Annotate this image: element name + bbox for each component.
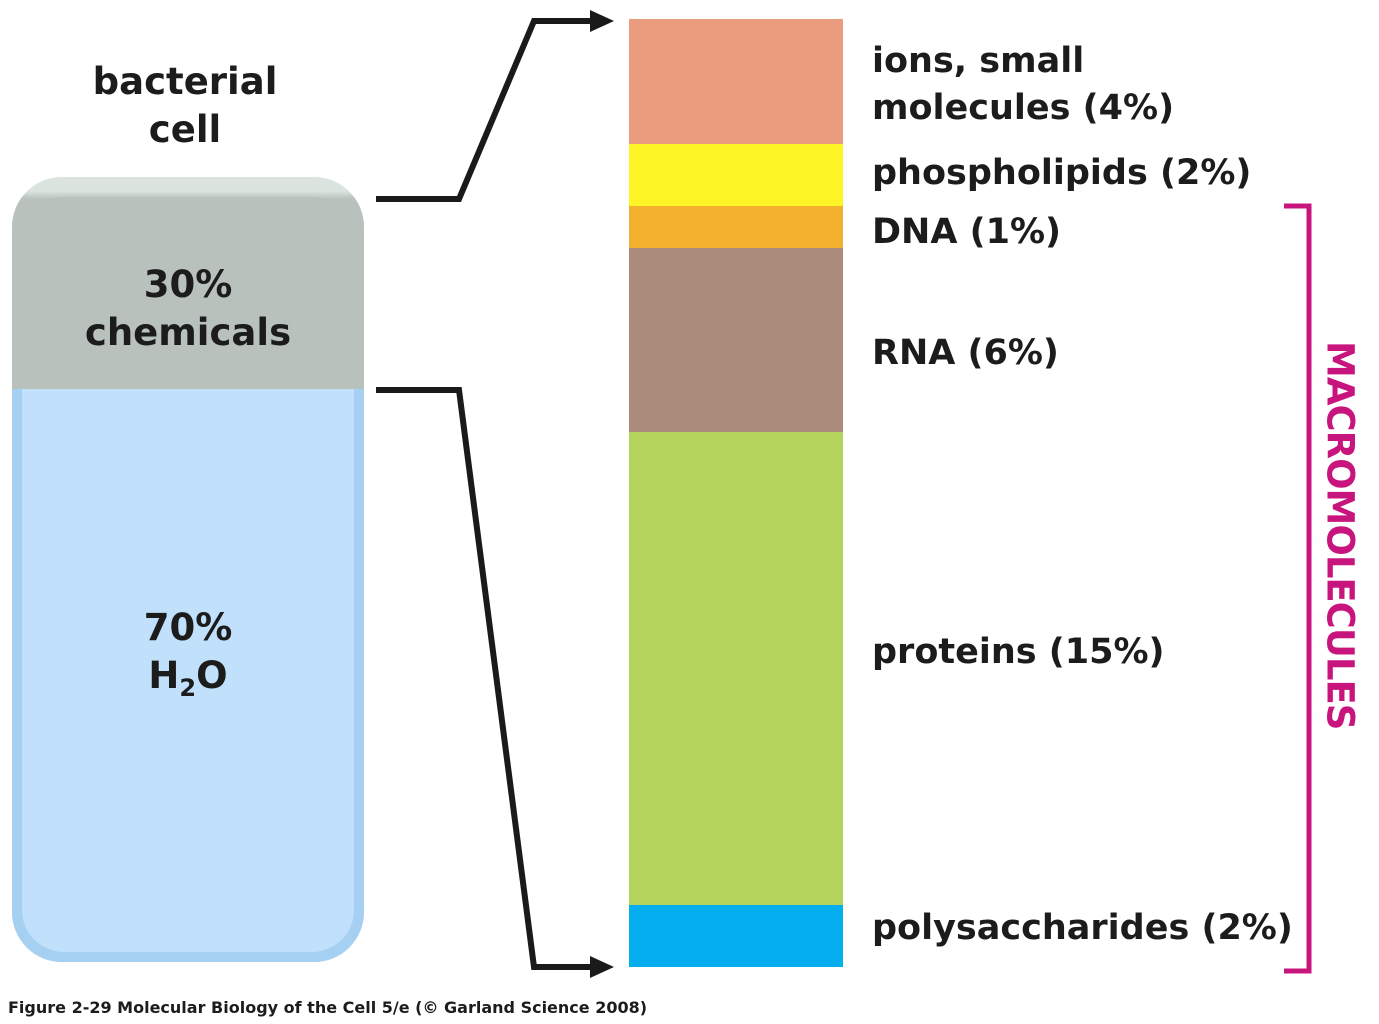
chemicals-section: 30% chemicals xyxy=(12,177,364,397)
bar-segment-ions xyxy=(629,19,843,144)
water-formula-subscript: 2 xyxy=(179,674,197,702)
macromolecules-label: MACROMOLECULES xyxy=(1318,340,1362,730)
cell-title-line2: cell xyxy=(148,108,222,151)
bottom-arrowhead xyxy=(590,956,614,978)
water-formula-h: H xyxy=(148,654,180,697)
chemicals-text: chemicals xyxy=(84,311,292,354)
chemicals-label: 30% chemicals xyxy=(12,261,364,357)
label-rna: RNA (6%) xyxy=(872,333,1059,373)
bar-segment-dna xyxy=(629,206,843,248)
label-ions-line2: molecules (4%) xyxy=(872,88,1175,128)
bacterial-cell: 30% chemicals 70% H2O xyxy=(12,177,364,962)
water-section: 70% H2O xyxy=(12,389,364,962)
bar-segment-phospholipids xyxy=(629,144,843,206)
water-formula: H2O xyxy=(12,652,364,712)
cell-title-line1: bacterial xyxy=(92,60,278,103)
label-polysaccharides: polysaccharides (2%) xyxy=(872,908,1293,948)
top-connector-line xyxy=(376,18,602,202)
chemicals-percent: 30% xyxy=(143,263,233,306)
bar-segment-proteins xyxy=(629,432,843,905)
bar-segment-rna xyxy=(629,248,843,432)
label-ions-small-molecules: ions, small molecules (4%) xyxy=(872,38,1174,132)
bottom-connector-line xyxy=(376,387,602,970)
figure-caption: Figure 2-29 Molecular Biology of the Cel… xyxy=(8,998,648,1017)
cell-title: bacterial cell xyxy=(60,58,310,154)
label-ions-line1: ions, small xyxy=(872,41,1085,81)
water-formula-o: O xyxy=(196,654,228,697)
top-arrowhead xyxy=(590,10,614,32)
label-proteins: proteins (15%) xyxy=(872,632,1165,672)
label-phospholipids: phospholipids (2%) xyxy=(872,153,1252,193)
label-dna: DNA (1%) xyxy=(872,212,1062,252)
bar-segment-polysaccharides xyxy=(629,905,843,967)
macromolecules-bracket xyxy=(1284,203,1312,974)
water-label: 70% H2O xyxy=(12,604,364,712)
chemicals-section-inner xyxy=(22,197,354,397)
water-percent: 70% xyxy=(143,606,233,649)
water-section-inner xyxy=(22,389,354,952)
